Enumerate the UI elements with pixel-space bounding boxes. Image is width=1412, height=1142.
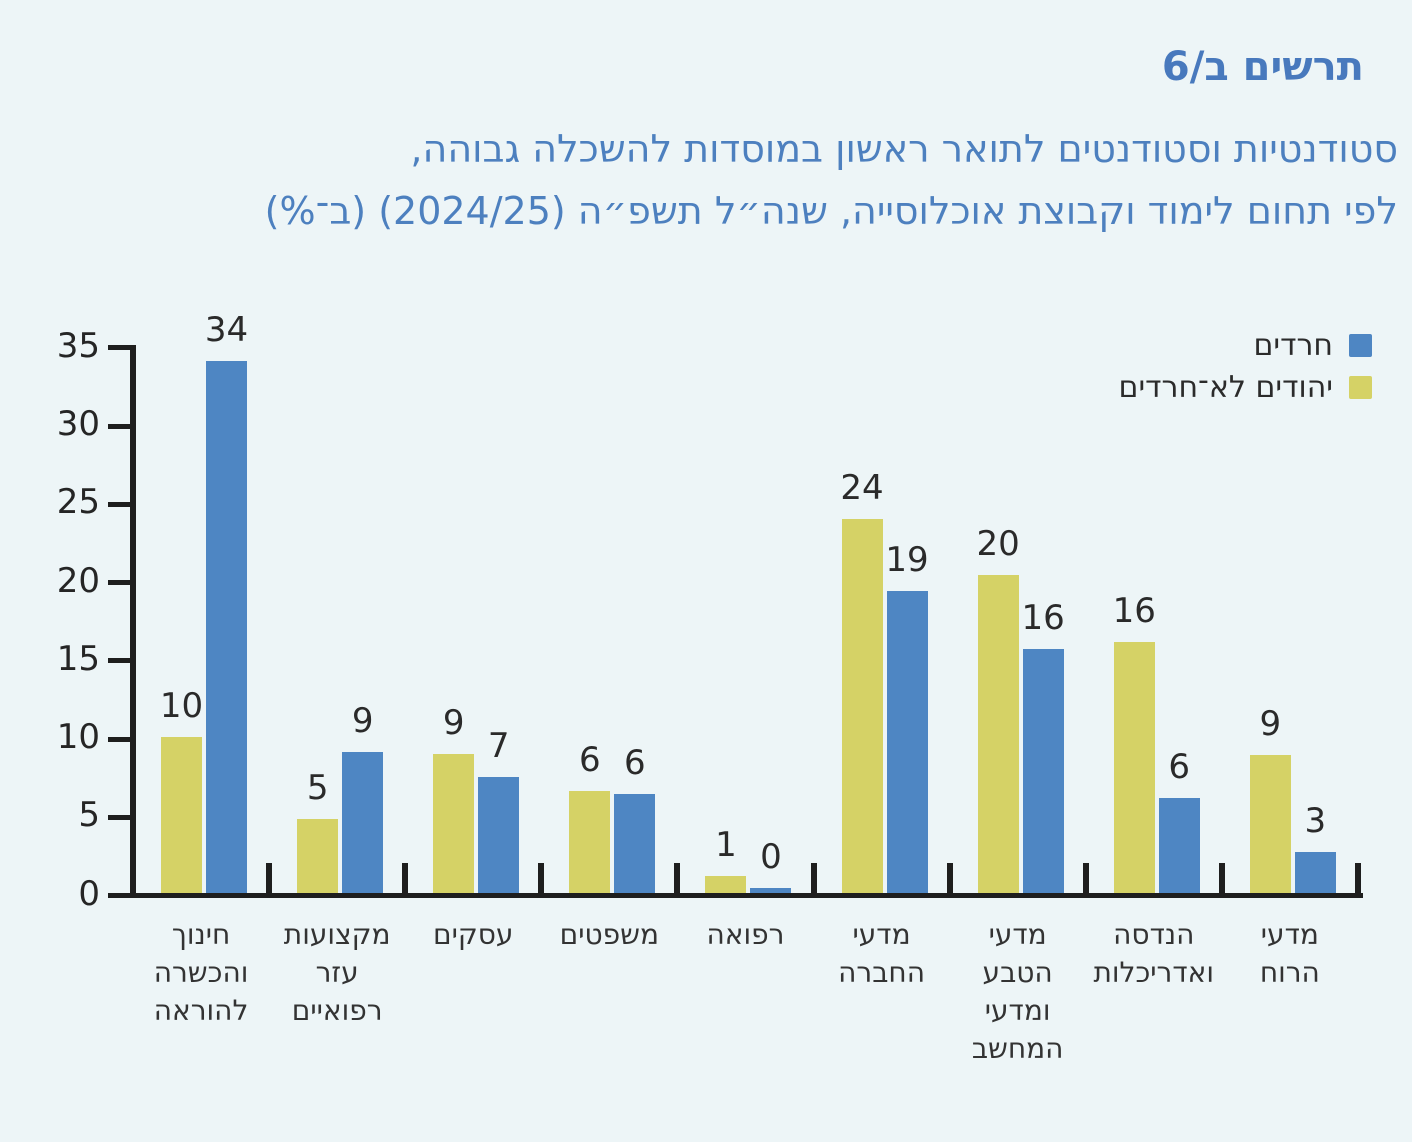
bar-haredim <box>614 794 656 893</box>
y-axis-tick <box>108 736 133 742</box>
bar-value-label: 9 <box>442 703 465 744</box>
y-axis-tick-label: 35 <box>56 325 100 366</box>
category-label: מדעי החברה <box>838 918 925 989</box>
bar-value-label: 9 <box>351 701 374 742</box>
bar-haredim <box>1158 797 1200 893</box>
bar-haredim <box>206 360 248 893</box>
legend-label-non-haredi-jews: יהודים לא־חרדים <box>1118 370 1333 405</box>
legend-label-haredim: חרדים <box>1253 328 1333 363</box>
bar-haredim <box>750 888 792 893</box>
category-label: מדעי הטבע ומדעי המחשב <box>971 918 1064 1065</box>
group-separator-tick <box>402 863 409 893</box>
group-separator-tick <box>946 863 953 893</box>
y-axis-tick-label: 0 <box>78 873 100 914</box>
category-label: חינוך והכשרה להוראה <box>153 918 249 1027</box>
bar-non-haredi-jews <box>433 754 475 893</box>
bar-value-label: 19 <box>885 539 929 580</box>
legend-item-haredim: חרדים <box>1119 328 1372 363</box>
y-axis-tick <box>108 345 133 351</box>
y-axis-line <box>130 345 136 898</box>
bar-value-label: 6 <box>579 740 601 781</box>
bar-non-haredi-jews <box>841 518 883 893</box>
legend-swatch-yellow <box>1349 376 1372 399</box>
bar-value-label: 7 <box>487 726 510 767</box>
bar-haredim <box>886 590 928 893</box>
chart-title: תרשים ב/6 <box>1161 44 1364 90</box>
bar-haredim <box>342 752 384 893</box>
y-axis-tick <box>108 501 133 507</box>
bar-value-label: 16 <box>1112 590 1156 631</box>
bar-value-label: 5 <box>306 768 329 809</box>
bar-value-label: 9 <box>1259 704 1282 745</box>
legend: חרדים יהודים לא־חרדים <box>1119 328 1372 405</box>
bar-value-label: 1 <box>715 824 737 865</box>
bar-value-label: 6 <box>1168 746 1191 787</box>
category-label: רפואה <box>706 918 785 951</box>
y-axis-tick-label: 20 <box>56 560 100 601</box>
y-axis-tick <box>108 658 133 664</box>
bar-haredim <box>1294 852 1336 893</box>
group-separator-tick <box>1218 863 1225 893</box>
bar-value-label: 10 <box>159 685 204 726</box>
y-axis-tick-label: 30 <box>56 404 100 444</box>
legend-item-non-haredi-jews: יהודים לא־חרדים <box>1119 370 1372 405</box>
y-axis-tick-label: 10 <box>56 717 100 757</box>
bar-haredim <box>478 777 520 893</box>
legend-swatch-blue <box>1349 334 1372 357</box>
y-axis-tick <box>108 580 133 585</box>
category-label: משפטים <box>559 918 660 951</box>
group-separator-tick <box>1354 863 1361 893</box>
group-separator-tick <box>674 863 681 893</box>
chart-subtitle: סטודנטיות וסטודנטים לתואר ראשון במוסדות … <box>14 118 1398 242</box>
bar-non-haredi-jews <box>1249 755 1291 893</box>
y-axis-tick-label: 25 <box>56 482 100 523</box>
group-separator-tick <box>266 863 273 893</box>
bar-value-label: 20 <box>976 524 1020 565</box>
bar-non-haredi-jews <box>297 819 339 893</box>
bar-value-label: 6 <box>624 743 646 784</box>
bar-non-haredi-jews <box>705 875 747 893</box>
y-axis-tick-label: 15 <box>56 638 100 679</box>
y-axis-tick <box>108 423 133 429</box>
bar-non-haredi-jews <box>161 736 203 893</box>
category-label: עסקים <box>433 918 514 951</box>
group-separator-tick <box>1082 863 1089 893</box>
chart-subtitle-line2: לפי תחום לימוד וקבוצת אוכלוסייה, שנה״ל ת… <box>264 189 1398 233</box>
bar-haredim <box>1022 648 1064 893</box>
category-label: מדעי הרוח <box>1259 918 1320 989</box>
bar-non-haredi-jews <box>569 791 611 893</box>
bar-value-label: 16 <box>1021 597 1065 638</box>
bar-value-label: 24 <box>840 467 884 508</box>
chart-subtitle-line1: סטודנטיות וסטודנטים לתואר ראשון במוסדות … <box>410 127 1398 171</box>
x-axis-line <box>108 893 1363 898</box>
bar-value-label: 34 <box>204 309 249 350</box>
group-separator-tick <box>538 863 545 893</box>
bar-non-haredi-jews <box>1113 641 1155 893</box>
bar-value-label: 0 <box>760 837 782 878</box>
category-label: הנדסה ואדריכלות <box>1093 918 1214 989</box>
y-axis-tick-label: 5 <box>78 795 100 836</box>
group-separator-tick <box>810 863 817 893</box>
y-axis-tick <box>108 814 133 820</box>
bar-value-label: 3 <box>1304 801 1327 842</box>
bar-non-haredi-jews <box>977 575 1019 893</box>
category-label: מקצועות עזר רפואיים <box>283 918 391 1027</box>
